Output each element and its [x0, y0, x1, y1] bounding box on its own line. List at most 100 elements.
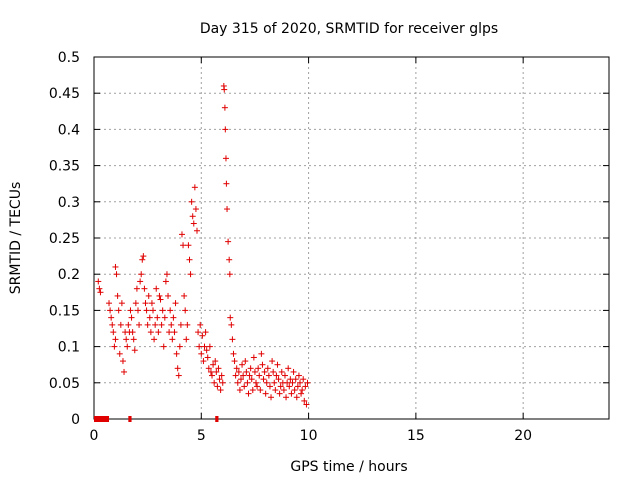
data-point: [294, 383, 301, 390]
data-point: [303, 401, 310, 408]
data-point: [136, 321, 143, 328]
data-point: [146, 314, 153, 321]
data-point: [110, 329, 117, 336]
x-tick-label: 0: [90, 428, 99, 444]
plot-frame: [93, 56, 610, 420]
data-point: [192, 206, 199, 213]
data-point: [291, 387, 298, 394]
data-point: [106, 300, 113, 307]
data-point: [139, 256, 146, 263]
data-point: [249, 387, 256, 394]
data-point: [187, 271, 194, 278]
data-point: [295, 372, 302, 379]
x-axis-label: GPS time / hours: [290, 459, 407, 475]
data-point: [200, 358, 207, 365]
data-point: [180, 242, 187, 249]
data-point: [207, 368, 214, 375]
data-point: [137, 278, 144, 285]
data-point: [121, 368, 128, 375]
data-point: [242, 358, 249, 365]
data-point: [158, 321, 165, 328]
data-point: [167, 307, 174, 314]
data-point: [189, 213, 196, 220]
data-point: [198, 350, 205, 357]
data-point: [182, 307, 189, 314]
data-point: [274, 361, 281, 368]
data-point: [257, 387, 264, 394]
data-point: [115, 307, 122, 314]
data-point: [278, 368, 285, 375]
data-point: [299, 387, 306, 394]
data-point: [143, 307, 150, 314]
data-point: [254, 383, 261, 390]
data-point: [290, 368, 297, 375]
data-point: [226, 256, 233, 263]
data-point: [298, 390, 305, 397]
data-point: [219, 379, 226, 386]
data-point: [246, 372, 253, 379]
data-point: [96, 285, 103, 292]
data-point: [153, 285, 160, 292]
data-point: [133, 285, 140, 292]
y-tick-label: 0.15: [49, 303, 80, 319]
data-point: [236, 387, 243, 394]
data-point: [196, 343, 203, 350]
data-point: [214, 383, 221, 390]
data-point: [181, 292, 188, 299]
data-point: [241, 383, 248, 390]
data-point: [247, 365, 254, 372]
data-point: [276, 390, 283, 397]
data-point: [125, 321, 132, 328]
data-point: [178, 231, 185, 238]
axis-ticks: 0 0.05 0.1 0.15 0.2 0.25 0.3 0.35 0.4 0.45 0.5 0 5 10…: [49, 50, 609, 444]
data-point: [297, 379, 303, 386]
data-point: [201, 343, 208, 350]
data-point: [156, 292, 163, 299]
data-point: [127, 307, 134, 314]
data-point: [292, 376, 299, 383]
data-point: [197, 321, 204, 328]
data-point: [151, 336, 158, 343]
data-point: [123, 336, 130, 343]
data-point: [206, 343, 213, 350]
data-point: [260, 376, 267, 383]
data-point: [302, 383, 309, 390]
data-point: [213, 368, 220, 375]
data-point: [223, 180, 230, 187]
data-point: [300, 376, 307, 383]
data-point: [211, 379, 218, 386]
data-point: [118, 300, 125, 307]
y-tick-label: 0.2: [58, 267, 80, 283]
x-tick-label: 5: [197, 428, 206, 444]
data-point: [188, 198, 195, 205]
data-point: [111, 343, 118, 350]
y-axis-label: SRMTID / TECUs: [8, 182, 24, 295]
data-point: [248, 376, 255, 383]
data-point: [117, 321, 124, 328]
data-point: [269, 358, 276, 365]
data-point: [210, 361, 217, 368]
data-point: [185, 242, 192, 249]
data-point: [195, 329, 202, 336]
data-gap-marker: [215, 416, 219, 422]
y-tick-label: 0.05: [49, 376, 80, 392]
data-point: [199, 332, 206, 339]
data-point: [216, 376, 223, 383]
data-points: [95, 82, 311, 408]
data-point: [202, 329, 209, 336]
data-point: [253, 379, 260, 386]
data-point: [261, 368, 268, 375]
data-point: [116, 350, 123, 357]
data-point: [287, 376, 294, 383]
data-point: [230, 350, 237, 357]
data-point: [109, 321, 116, 328]
grid-lines: [94, 57, 609, 419]
data-point: [129, 329, 136, 336]
x-tick-label: 15: [407, 428, 425, 444]
data-point: [243, 368, 250, 375]
data-point: [107, 307, 114, 314]
x-tick-label: 20: [514, 428, 532, 444]
data-point: [150, 307, 157, 314]
data-point: [301, 397, 308, 404]
